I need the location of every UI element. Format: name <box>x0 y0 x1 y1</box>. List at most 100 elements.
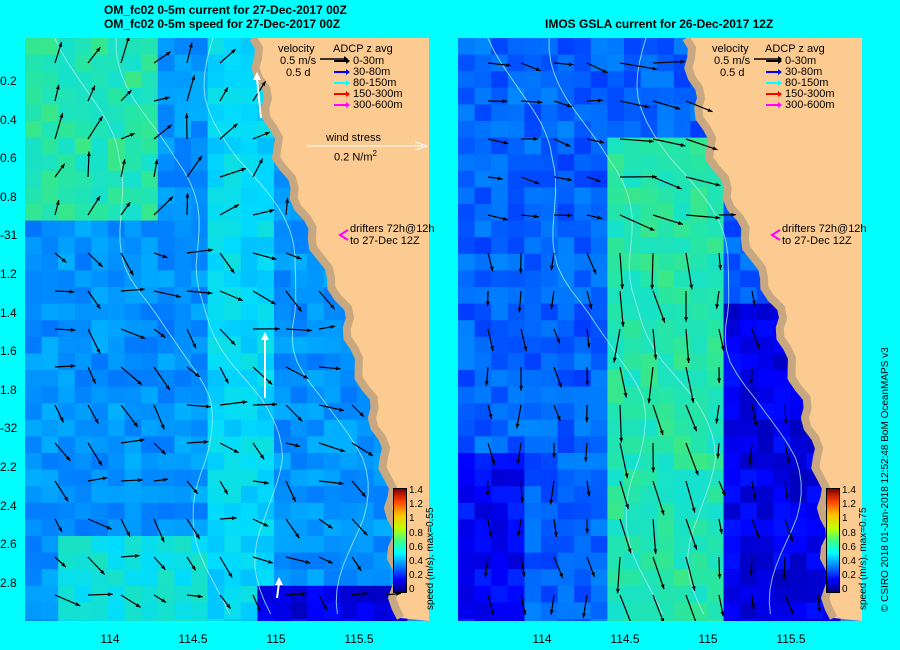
speed-cell <box>340 486 358 504</box>
speed-cell <box>740 336 758 354</box>
current-arrowhead <box>568 62 574 67</box>
current-arrowhead <box>484 572 488 578</box>
adcp-arrow-icon <box>766 90 782 97</box>
speed-cell <box>507 187 525 205</box>
speed-cell <box>174 370 192 388</box>
speed-cell <box>491 220 509 238</box>
speed-cell <box>108 71 126 89</box>
current-arrow <box>613 328 621 363</box>
speed-cell <box>91 220 109 238</box>
speed-cell <box>58 469 76 487</box>
current-arrowhead <box>137 380 143 385</box>
speed-cell <box>474 253 492 271</box>
speed-cell <box>524 154 542 172</box>
speed-cell <box>707 204 725 222</box>
speed-cell <box>723 370 741 388</box>
speed-cell <box>574 104 592 122</box>
right-map-panel[interactable] <box>458 38 862 621</box>
speed-cell <box>290 602 308 620</box>
speed-cell <box>740 303 758 321</box>
current-arrowhead <box>520 498 524 504</box>
drifter-arrowhead <box>253 72 261 80</box>
current-arrowhead <box>296 255 302 260</box>
current-arrowhead <box>755 533 760 539</box>
speed-cell <box>524 137 542 155</box>
current-arrowhead <box>94 418 99 424</box>
speed-cell <box>723 353 741 371</box>
speed-cell <box>524 87 542 105</box>
speed-cell <box>74 54 92 72</box>
current-arrowhead <box>164 96 170 101</box>
speed-cell <box>240 287 258 305</box>
speed-cell <box>91 121 109 139</box>
speed-cell <box>607 38 625 56</box>
speed-cell <box>240 336 258 354</box>
speed-cell <box>707 220 725 238</box>
wind-value-text: 0.2 N/m <box>334 151 373 164</box>
left-velocity-legend: velocity 0.5 m/s 0.5 d <box>278 43 316 79</box>
speed-cell <box>507 320 525 338</box>
speed-cell <box>108 303 126 321</box>
speed-cell <box>307 502 325 520</box>
speed-cell <box>25 436 43 454</box>
speed-cell <box>340 370 358 388</box>
speed-cell <box>290 270 308 288</box>
speed-cell <box>157 602 175 620</box>
speed-cell <box>174 104 192 122</box>
current-arrowhead <box>549 609 554 615</box>
left-map-panel[interactable] <box>25 38 429 621</box>
speed-cell <box>640 187 658 205</box>
current-arrowhead <box>330 304 335 310</box>
current-arrowhead <box>140 335 146 339</box>
speed-cell <box>157 336 175 354</box>
speed-cell <box>41 71 59 89</box>
lat-label: 0.8 <box>0 189 17 204</box>
current-arrow <box>619 138 654 143</box>
speed-cell <box>557 54 575 72</box>
lat-label: 0.6 <box>0 151 17 166</box>
current-arrowhead <box>660 584 665 590</box>
speed-cell <box>41 253 59 271</box>
speed-cell <box>740 469 758 487</box>
speed-cell <box>657 486 675 504</box>
speed-cell <box>607 552 625 570</box>
speed-cell <box>307 336 325 354</box>
current-arrowhead <box>675 105 681 110</box>
right-title: IMOS GSLA current for 26-Dec-2017 12Z <box>545 17 774 31</box>
adcp-legend-label: 80-150m <box>785 76 829 89</box>
speed-cell <box>141 187 159 205</box>
speed-cell <box>740 552 758 570</box>
speed-cell <box>740 287 758 305</box>
current-arrowhead <box>649 139 654 144</box>
speed-cell <box>524 270 542 288</box>
speed-cell <box>707 287 725 305</box>
speed-cell <box>590 220 608 238</box>
speed-cell <box>557 237 575 255</box>
right-adcp-legend: ADCP z avg 0-30m 30-80m 80-150m 150-300m 300… <box>765 43 835 111</box>
speed-cell <box>773 386 791 404</box>
speed-cell <box>357 552 375 570</box>
speed-cell <box>41 336 59 354</box>
speed-cell <box>773 469 791 487</box>
current-arrow <box>685 214 721 219</box>
speed-cell <box>41 585 59 603</box>
speed-cell <box>174 536 192 554</box>
speed-cell <box>541 370 559 388</box>
speed-cell <box>707 253 725 271</box>
speed-cell <box>124 253 142 271</box>
speed-cell <box>41 353 59 371</box>
speed-cell <box>257 436 275 454</box>
speed-cell <box>474 585 492 603</box>
speed-cell <box>590 270 608 288</box>
current-arrowhead <box>615 588 620 594</box>
speed-cell <box>624 104 642 122</box>
speed-cell <box>224 353 242 371</box>
speed-cell <box>507 502 525 520</box>
speed-cell <box>524 502 542 520</box>
speed-cell <box>507 87 525 105</box>
current-arrowhead <box>126 531 130 537</box>
current-arrowhead <box>75 602 81 606</box>
current-arrowhead <box>691 507 696 513</box>
speed-cell <box>191 585 209 603</box>
speed-cell <box>458 204 476 222</box>
